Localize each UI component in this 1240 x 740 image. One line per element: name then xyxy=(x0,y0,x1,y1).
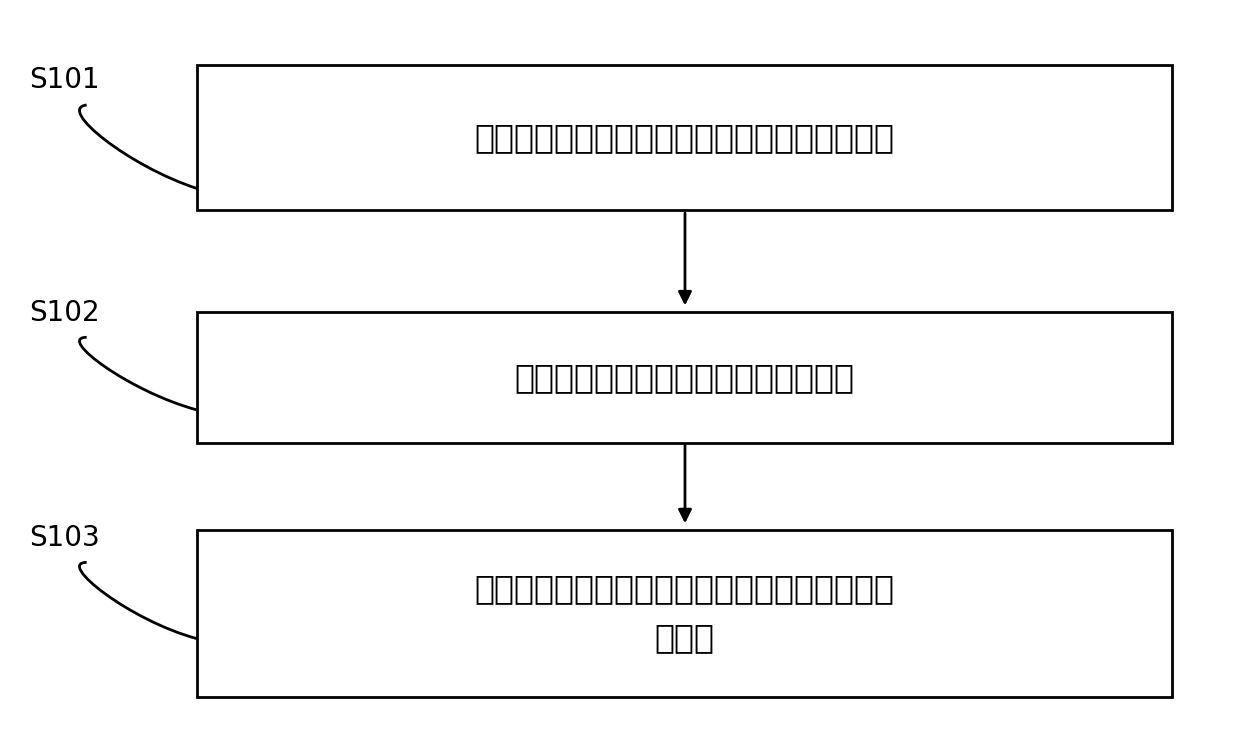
Text: S101: S101 xyxy=(29,67,99,95)
Text: S102: S102 xyxy=(29,299,99,327)
Bar xyxy=(197,65,1172,210)
Text: 实时获取人体在当前环境中的人体表面温度曲线: 实时获取人体在当前环境中的人体表面温度曲线 xyxy=(475,121,894,154)
Text: S103: S103 xyxy=(29,524,99,552)
Bar xyxy=(197,530,1172,697)
Text: 依据变化特征、当前的空调运行模式调节空调出
风温度: 依据变化特征、当前的空调运行模式调节空调出 风温度 xyxy=(475,573,894,654)
Bar xyxy=(197,312,1172,443)
Text: 提取人体表面温度曲线当前的变化特征: 提取人体表面温度曲线当前的变化特征 xyxy=(515,361,854,394)
